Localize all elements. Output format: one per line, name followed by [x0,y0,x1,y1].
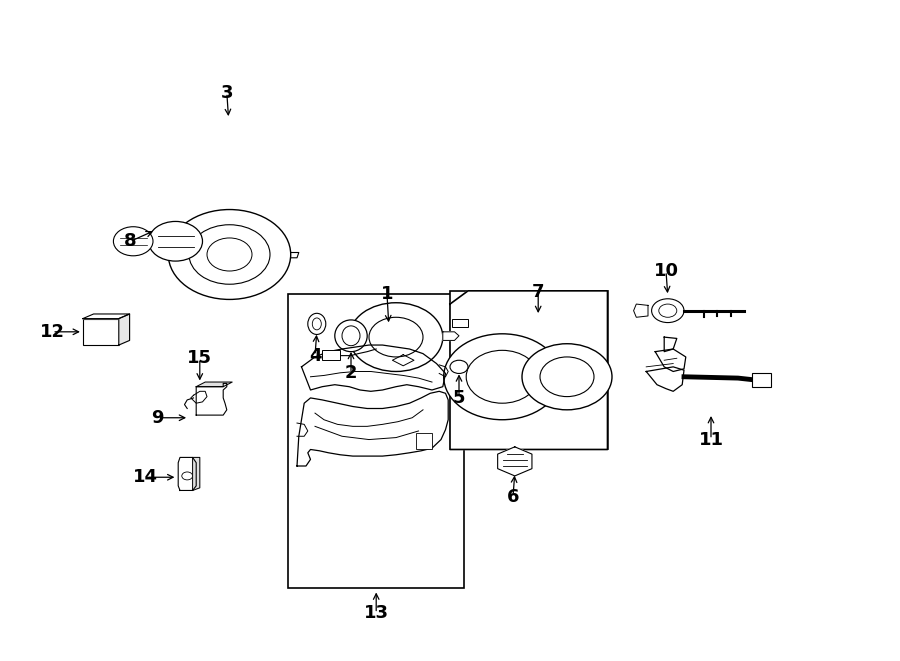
Polygon shape [302,345,446,391]
Text: 7: 7 [532,283,544,301]
Ellipse shape [312,318,321,330]
Text: 14: 14 [133,468,158,486]
Ellipse shape [342,326,360,346]
Circle shape [113,227,153,256]
Circle shape [450,360,468,373]
Ellipse shape [335,320,367,352]
Circle shape [444,334,561,420]
Circle shape [522,344,612,410]
Circle shape [369,317,423,357]
Polygon shape [634,304,648,317]
Bar [416,433,432,449]
Bar [288,294,464,588]
Bar [452,319,468,327]
Circle shape [207,238,252,271]
Polygon shape [297,391,448,466]
Text: 11: 11 [698,430,724,449]
Circle shape [540,357,594,397]
Text: 8: 8 [124,232,137,251]
Bar [322,350,340,360]
Circle shape [659,304,677,317]
Polygon shape [191,391,207,403]
Bar [752,373,771,387]
Polygon shape [443,332,459,340]
Bar [450,291,608,449]
Polygon shape [196,382,232,387]
Text: 3: 3 [220,83,233,102]
Polygon shape [655,349,686,371]
Circle shape [349,303,443,371]
Circle shape [466,350,538,403]
Polygon shape [193,457,200,490]
Text: 1: 1 [381,285,393,303]
Text: 2: 2 [345,364,357,383]
Text: 9: 9 [151,408,164,427]
Polygon shape [498,447,532,476]
Text: 12: 12 [40,323,65,341]
Polygon shape [664,337,677,352]
Polygon shape [196,383,227,415]
Text: 10: 10 [653,262,679,280]
Polygon shape [83,314,130,319]
Circle shape [652,299,684,323]
Circle shape [189,225,270,284]
Ellipse shape [308,313,326,334]
Polygon shape [450,291,608,449]
Text: 15: 15 [187,349,212,368]
Circle shape [182,472,193,480]
Text: 4: 4 [309,346,321,365]
Polygon shape [119,314,130,345]
Circle shape [168,210,291,299]
Text: 13: 13 [364,604,389,623]
Bar [83,319,119,345]
Text: 5: 5 [453,389,465,407]
Polygon shape [646,367,684,391]
Circle shape [148,221,202,261]
Text: 6: 6 [507,488,519,506]
Polygon shape [178,457,196,490]
